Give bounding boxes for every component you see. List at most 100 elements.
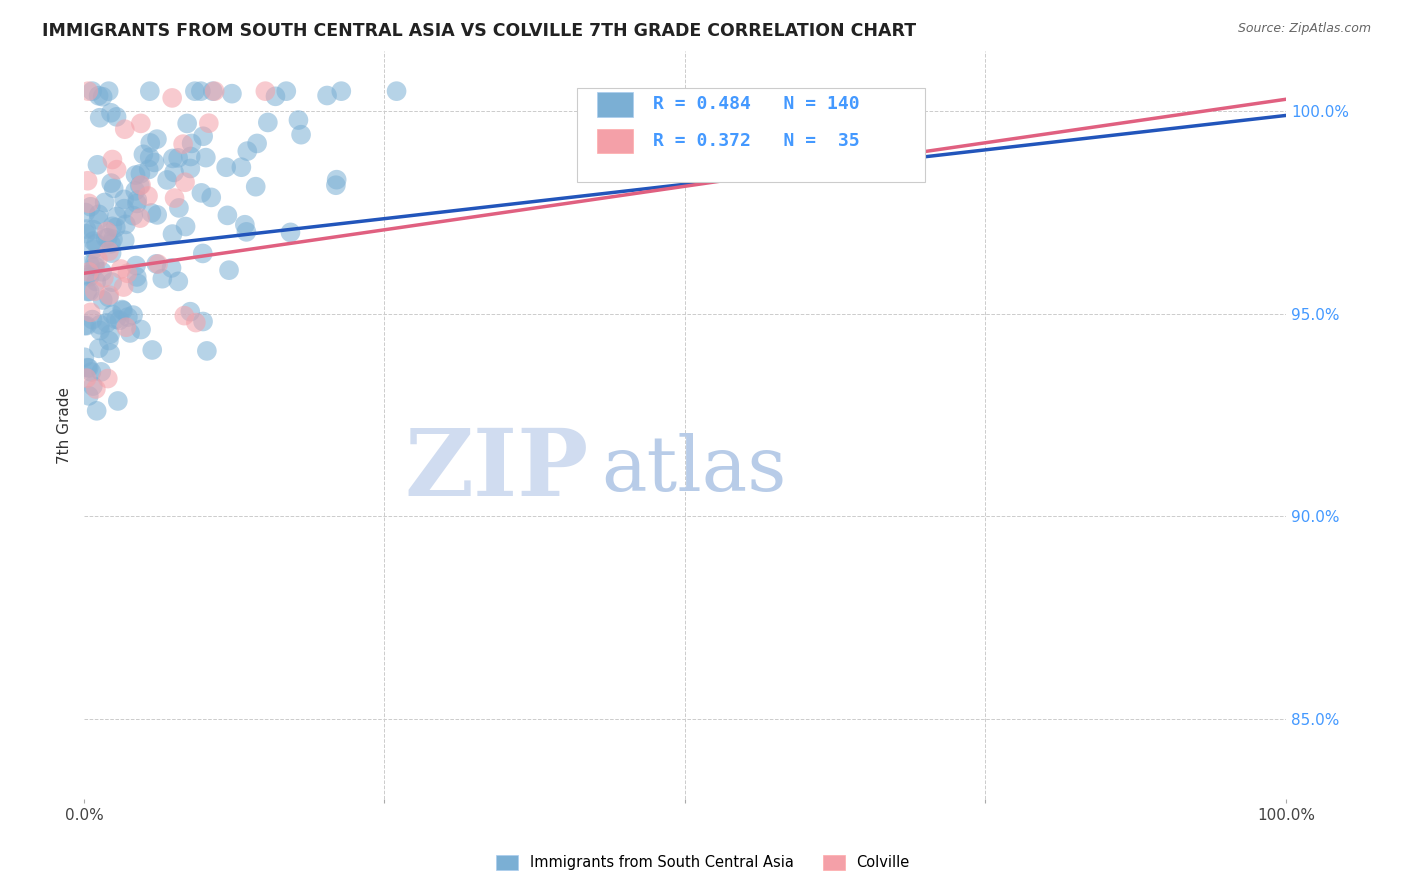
Point bbox=[180, 136, 202, 151]
Point bbox=[110, 262, 132, 277]
Point bbox=[198, 116, 221, 130]
Point bbox=[290, 128, 312, 142]
Point bbox=[100, 105, 122, 120]
Point bbox=[103, 181, 125, 195]
Point bbox=[105, 110, 128, 124]
Point bbox=[160, 91, 183, 105]
Point bbox=[101, 307, 124, 321]
Point bbox=[97, 334, 120, 348]
Point bbox=[97, 231, 120, 245]
Point bbox=[112, 280, 135, 294]
Point bbox=[176, 116, 198, 130]
Point bbox=[111, 303, 134, 318]
Point bbox=[97, 84, 120, 98]
Point bbox=[111, 302, 134, 317]
Point bbox=[204, 84, 226, 98]
Point bbox=[179, 304, 201, 318]
Point bbox=[76, 360, 98, 375]
Point bbox=[96, 225, 118, 239]
Text: ZIP: ZIP bbox=[405, 425, 589, 515]
Point bbox=[82, 379, 104, 393]
Point bbox=[172, 137, 194, 152]
Point bbox=[100, 236, 122, 251]
Point bbox=[215, 160, 238, 174]
Point bbox=[120, 326, 142, 340]
Point bbox=[163, 165, 186, 179]
Point bbox=[79, 305, 101, 319]
Point bbox=[201, 84, 224, 98]
Point bbox=[91, 265, 114, 279]
Point bbox=[191, 246, 214, 260]
Point bbox=[79, 269, 101, 284]
Point bbox=[138, 162, 160, 177]
Point bbox=[127, 277, 149, 291]
Point bbox=[141, 343, 163, 357]
Point bbox=[115, 320, 138, 334]
Point bbox=[114, 218, 136, 232]
Point bbox=[79, 285, 101, 299]
Point bbox=[146, 208, 169, 222]
Point bbox=[104, 220, 127, 235]
Point bbox=[146, 132, 169, 146]
Point bbox=[75, 227, 97, 241]
Point bbox=[112, 193, 135, 207]
Point bbox=[124, 184, 146, 198]
Point bbox=[163, 191, 186, 205]
Point bbox=[117, 266, 139, 280]
Point bbox=[97, 290, 120, 304]
Point bbox=[87, 341, 110, 355]
Point bbox=[146, 257, 169, 271]
Point bbox=[84, 236, 107, 251]
Point bbox=[105, 210, 128, 224]
Point bbox=[236, 144, 259, 158]
FancyBboxPatch shape bbox=[576, 88, 925, 182]
Point bbox=[87, 252, 110, 267]
Point bbox=[114, 122, 136, 136]
Point bbox=[101, 232, 124, 246]
Point bbox=[105, 162, 128, 177]
Point bbox=[254, 84, 277, 98]
Point bbox=[136, 189, 159, 203]
Text: atlas: atlas bbox=[600, 433, 786, 507]
Point bbox=[316, 88, 339, 103]
Point bbox=[96, 316, 118, 330]
Point bbox=[221, 87, 243, 101]
Point bbox=[112, 202, 135, 216]
Point bbox=[125, 269, 148, 284]
Point bbox=[125, 259, 148, 273]
Point bbox=[145, 257, 167, 271]
Point bbox=[190, 84, 212, 98]
Point bbox=[101, 153, 124, 167]
Point bbox=[107, 394, 129, 409]
Point bbox=[86, 158, 108, 172]
Point bbox=[101, 275, 124, 289]
Point bbox=[91, 89, 114, 103]
Point bbox=[233, 218, 256, 232]
Point bbox=[82, 234, 104, 248]
Point bbox=[82, 242, 104, 256]
Point bbox=[139, 84, 162, 98]
Point bbox=[97, 371, 120, 385]
Point bbox=[325, 178, 347, 193]
Text: R = 0.372   N =  35: R = 0.372 N = 35 bbox=[652, 132, 859, 150]
Point bbox=[125, 196, 148, 211]
Point bbox=[87, 88, 110, 103]
Point bbox=[91, 293, 114, 307]
Point bbox=[90, 365, 112, 379]
Point bbox=[264, 89, 287, 103]
Point bbox=[124, 168, 146, 182]
Point bbox=[257, 115, 280, 129]
Point bbox=[156, 173, 179, 187]
Point bbox=[75, 205, 97, 219]
Point bbox=[385, 84, 408, 98]
Point bbox=[100, 176, 122, 190]
Point bbox=[287, 113, 309, 128]
Point bbox=[174, 219, 197, 234]
Point bbox=[97, 244, 120, 259]
Y-axis label: 7th Grade: 7th Grade bbox=[58, 386, 72, 464]
Point bbox=[84, 275, 107, 289]
Point bbox=[138, 150, 160, 164]
Point bbox=[127, 193, 149, 207]
Point bbox=[94, 231, 117, 245]
Point bbox=[77, 196, 100, 211]
